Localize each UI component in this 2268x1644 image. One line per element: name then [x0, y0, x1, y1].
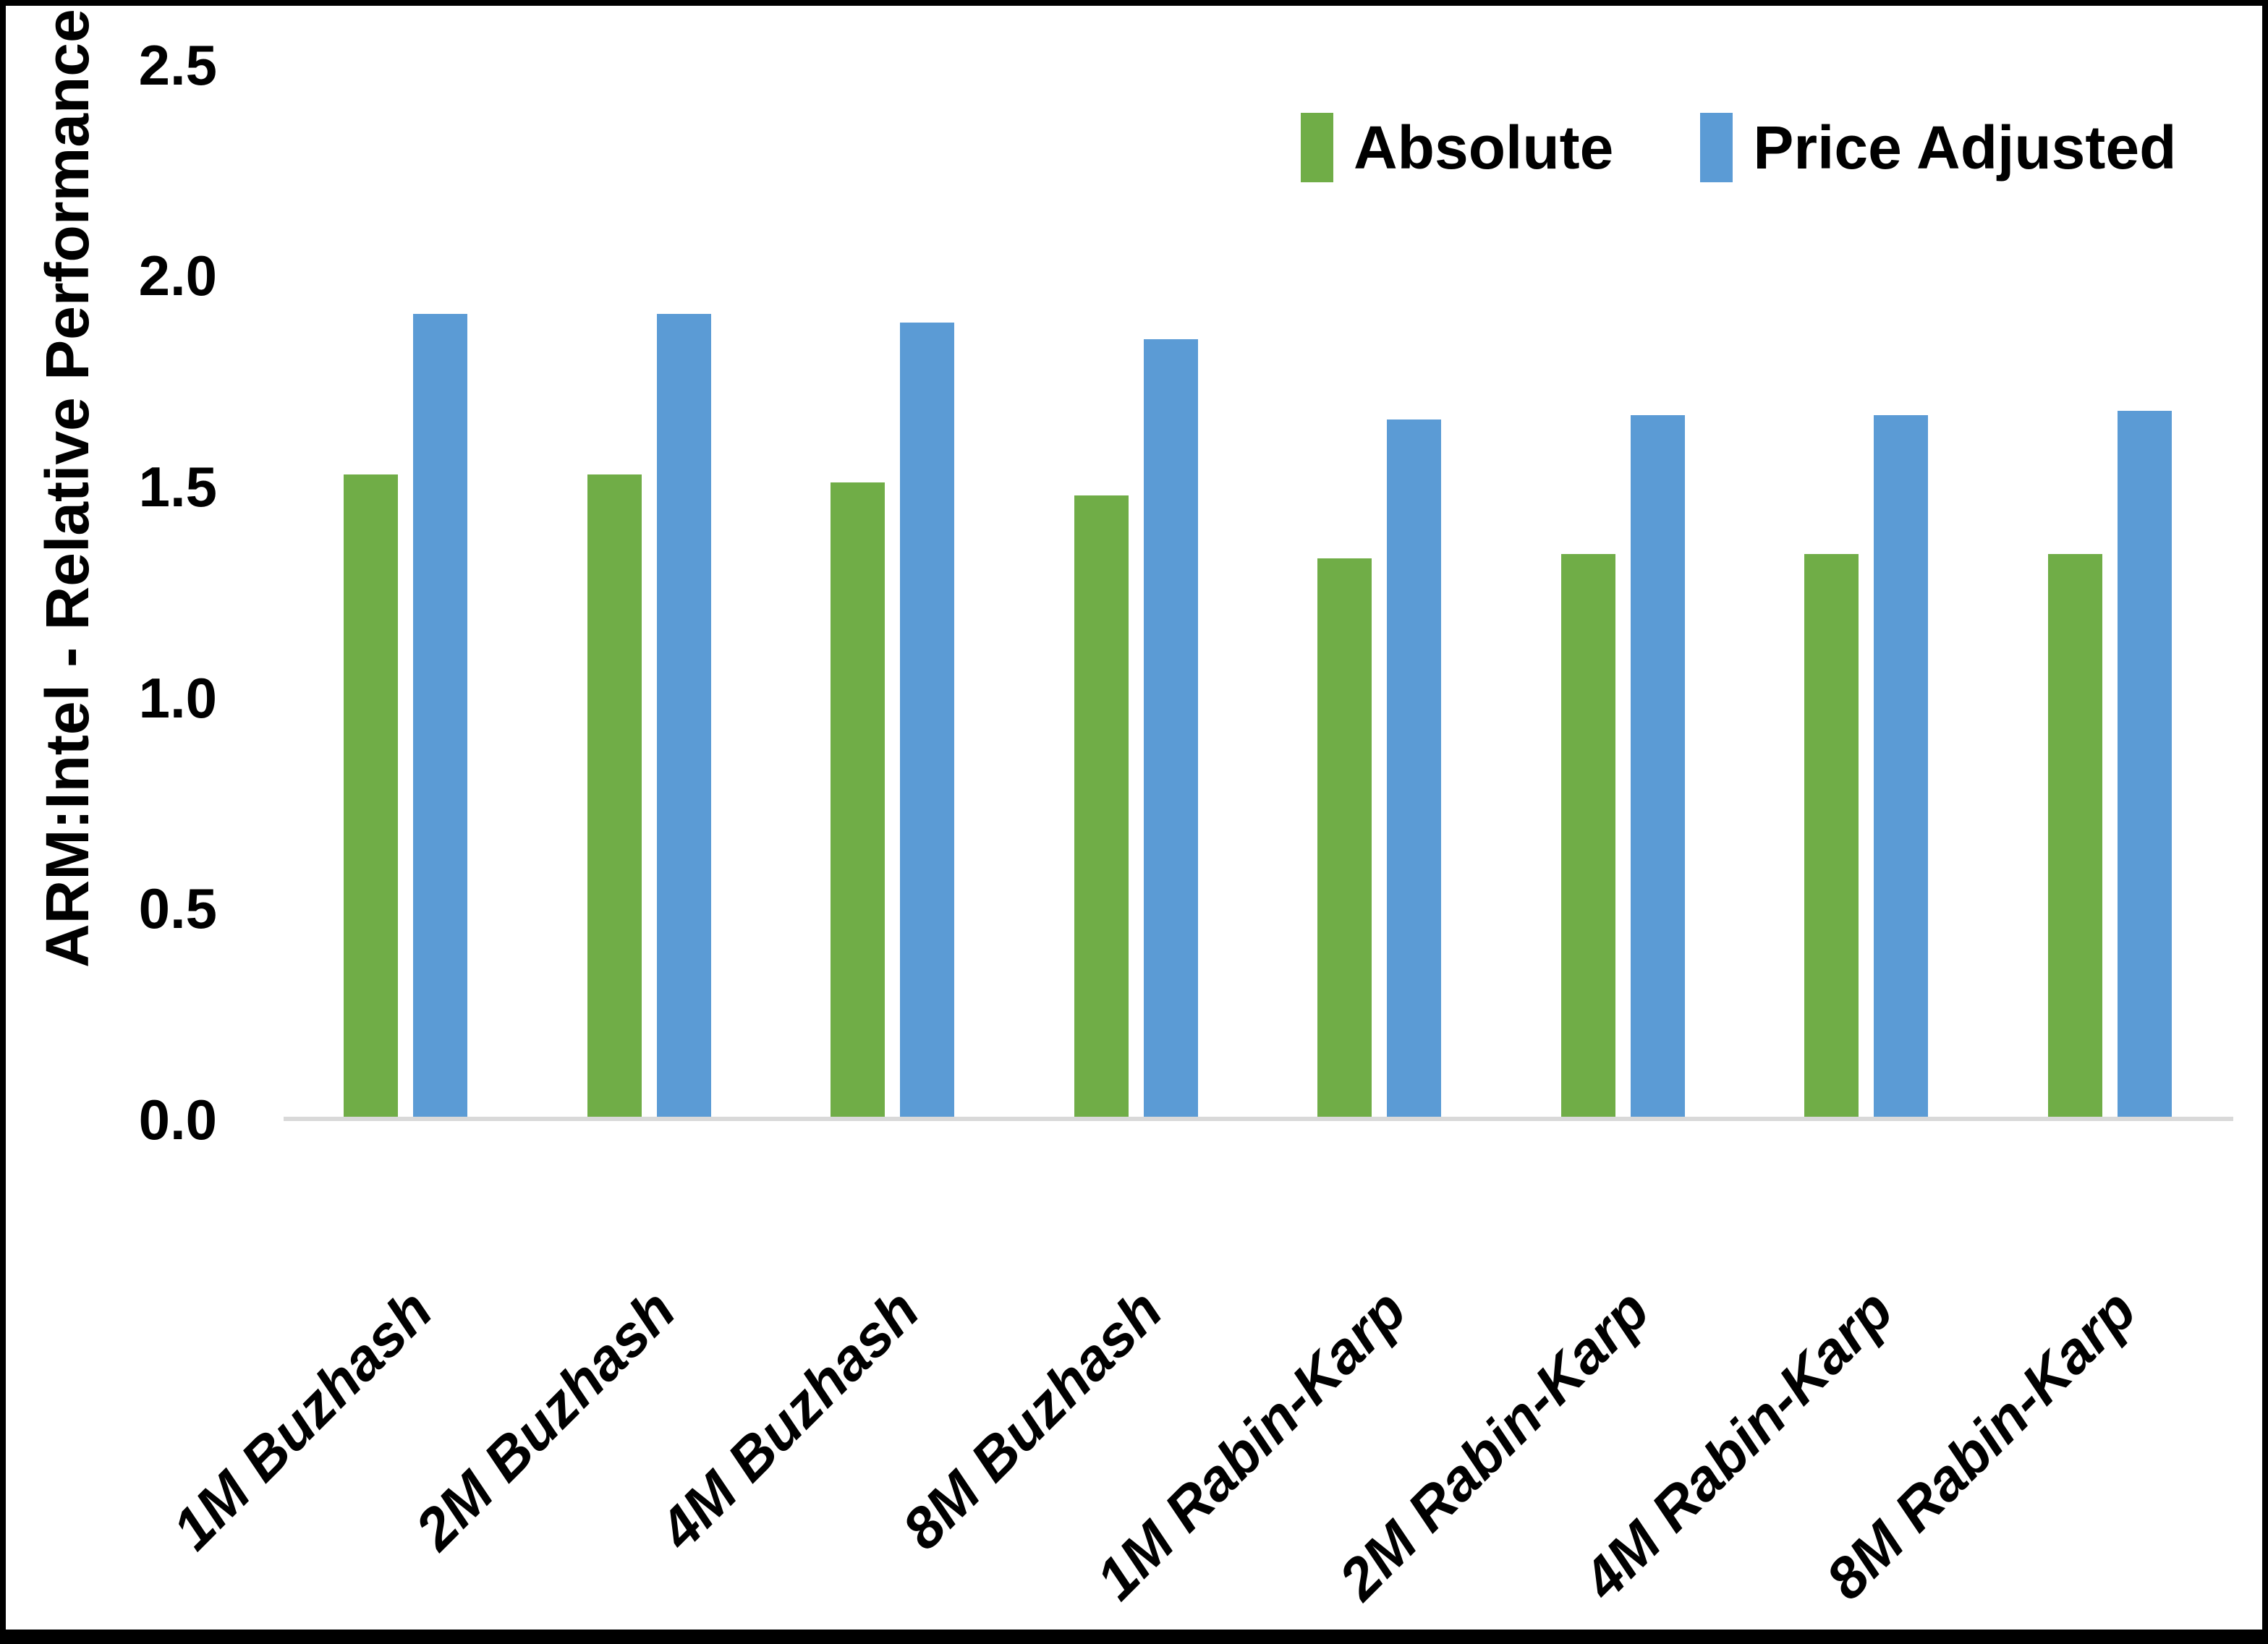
bar-price-adjusted-5 — [1630, 414, 1685, 1120]
bar-absolute-1 — [587, 474, 642, 1120]
y-tick-label: 2.0 — [138, 244, 217, 308]
legend-swatch-price-adjusted — [1700, 113, 1733, 182]
legend-swatch-absolute — [1301, 113, 1333, 182]
legend-item-absolute: Absolute — [1301, 113, 1613, 182]
legend-label-price-adjusted: Price Adjusted — [1753, 114, 2177, 182]
bar-price-adjusted-3 — [1143, 338, 1198, 1120]
bar-absolute-6 — [1804, 554, 1859, 1120]
y-tick-label: 1.5 — [138, 455, 217, 519]
bar-absolute-2 — [831, 482, 885, 1120]
bar-absolute-5 — [1560, 554, 1615, 1120]
bar-absolute-4 — [1317, 558, 1372, 1120]
y-tick-label: 1.0 — [138, 665, 217, 730]
legend: Absolute Price Adjusted — [1301, 113, 2176, 182]
legend-item-price-adjusted: Price Adjusted — [1700, 113, 2176, 182]
y-tick-label: 0.5 — [138, 877, 217, 941]
bar-absolute-0 — [344, 474, 398, 1120]
y-tick-label: 2.5 — [138, 33, 217, 97]
bar-price-adjusted-2 — [900, 322, 955, 1120]
legend-label-absolute: Absolute — [1354, 114, 1614, 182]
bar-absolute-7 — [2047, 554, 2102, 1120]
bar-absolute-3 — [1074, 495, 1129, 1120]
bar-price-adjusted-0 — [413, 313, 467, 1120]
bar-price-adjusted-6 — [1874, 414, 1929, 1120]
bar-price-adjusted-1 — [656, 313, 711, 1120]
x-axis-line — [284, 1117, 2233, 1121]
bar-price-adjusted-4 — [1387, 419, 1442, 1120]
bar-price-adjusted-7 — [2117, 411, 2172, 1120]
y-tick-label: 0.0 — [138, 1088, 217, 1151]
y-axis-title: ARM:Intel - Relative Performance — [33, 9, 101, 968]
